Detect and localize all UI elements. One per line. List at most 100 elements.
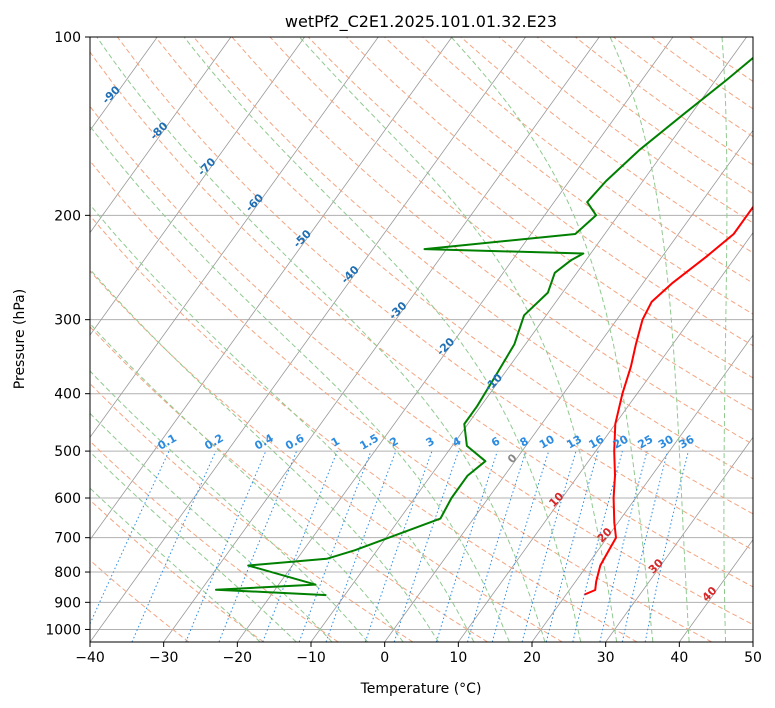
dry-adiabat-line [269,37,753,412]
y-tick-label: 900 [54,595,81,611]
y-tick-label: 800 [54,565,81,581]
pressure-gridlines [90,37,753,630]
profile-line [215,56,753,597]
y-tick-label: 200 [54,208,81,224]
dry-adiabat-line [90,160,712,642]
mixing-ratio-line [599,450,648,642]
mixing-ratio-label: 1 [329,435,342,450]
mixing-ratio-line [185,450,267,642]
dry-adiabat-lines [90,37,753,642]
dry-adiabat-label: -20 [434,335,457,358]
mixing-ratio-label: 2 [387,435,400,450]
mixing-ratio-lines [90,450,689,642]
isotherm-line [679,539,753,642]
isotherm-line [458,232,753,642]
mixing-ratio-label: 1.5 [358,432,381,453]
isotherm-line [752,641,753,642]
mixing-ratio-line [521,450,577,642]
dry-adiabat-label: -70 [195,155,218,178]
x-tick-label: 0 [380,650,389,666]
mixing-ratio-line [621,450,669,642]
mixing-ratio-label: 0.4 [252,431,276,452]
isotherm-line [0,37,10,642]
dry-adiabat-label: -90 [100,83,123,106]
mixing-ratio-line [572,450,623,642]
mixing-ratio-label: 10 [537,432,557,451]
mixing-ratio-line [262,450,338,642]
dry-adiabat-line [90,214,638,642]
moist-adiabat-line [299,37,618,642]
mixing-ratio-line [90,450,170,625]
dry-adiabat-line [651,37,753,110]
y-axis-ticks: 100 200 300 400 500 600 700 800 900 1000 [45,30,90,638]
dry-adiabat-line [90,270,563,642]
x-tick-label: 20 [523,650,541,666]
dry-adiabat-line [231,37,753,445]
isotherm-line [90,37,232,234]
plot-area [0,37,753,642]
mixing-ratio-label: 13 [564,433,584,452]
dry-adiabat-line [345,37,753,347]
dry-adiabat-line [193,37,753,480]
mixing-ratio-label: 0.2 [202,432,225,453]
mixing-ratio-label: 3 [424,435,437,450]
moist-adiabat-label: 10 [546,490,566,510]
dry-adiabat-line [689,37,753,83]
moist-adiabat-line [90,125,510,642]
mixing-ratio-label: 25 [635,433,655,452]
dry-adiabat-line [384,37,753,315]
moist-adiabat-line [90,268,439,642]
dry-adiabat-label: -60 [243,191,266,214]
dry-adiabat-line [90,499,264,642]
isotherm-line [237,37,674,642]
mixing-ratio-line [325,450,397,642]
y-axis-title: Pressure (hPa) [12,289,28,389]
mixing-ratio-line [298,450,372,642]
dry-adiabat-label: -80 [147,119,170,142]
dry-adiabat-line [155,37,753,515]
dry-adiabat-label: -40 [338,263,361,286]
mixing-ratio-line [218,450,298,642]
dry-adiabat-line [90,105,753,626]
mixing-ratio-line [435,450,498,642]
mixing-ratio-line [545,450,599,642]
moist-adiabat-line [609,37,690,642]
isotherm-line [605,436,753,642]
isotherm-line [384,129,753,642]
dry-adiabat-label: -30 [386,299,409,322]
dry-adiabat-label: -50 [291,227,314,250]
mixing-ratio-label: 30 [656,432,676,451]
profile-lines [215,56,753,597]
dry-adiabat-line [460,37,753,254]
y-tick-label: 700 [54,531,81,547]
x-axis-title: Temperature (°C) [360,681,482,697]
y-tick-label: 100 [54,30,81,46]
isotherm-line [90,37,526,642]
x-tick-label: 30 [597,650,615,666]
moist-adiabat-line [90,451,297,642]
mixing-ratio-line [131,450,217,642]
x-tick-label: 40 [670,650,688,666]
moist-adiabat-line [450,37,654,642]
x-tick-label: −40 [75,650,105,666]
y-tick-label: 600 [54,491,81,507]
x-tick-label: 50 [744,650,762,666]
x-tick-label: −20 [223,650,253,666]
x-tick-label: 10 [449,650,467,666]
moist-adiabat-line [90,487,261,642]
mixing-ratio-line [364,450,433,642]
moist-adiabat-lines [90,37,728,642]
moist-adiabat-line [183,37,582,642]
x-tick-label: −30 [149,650,179,666]
moist-adiabat-label: 40 [700,584,720,604]
mixing-ratio-label: 6 [489,434,502,449]
mixing-ratio-line [467,450,527,642]
mixing-ratio-label: 0.6 [283,431,307,452]
mixing-ratio-line [491,450,550,642]
dry-adiabat-line [536,37,753,195]
chart-title: wetPf2_C2E1.2025.101.01.32.E23 [285,12,557,32]
x-axis-ticks: −40 −30 −20 −10 0 10 20 30 40 50 [75,642,762,666]
isotherm-line [90,37,453,541]
isotherm-line [531,334,753,642]
dry-adiabat-line [90,326,488,642]
